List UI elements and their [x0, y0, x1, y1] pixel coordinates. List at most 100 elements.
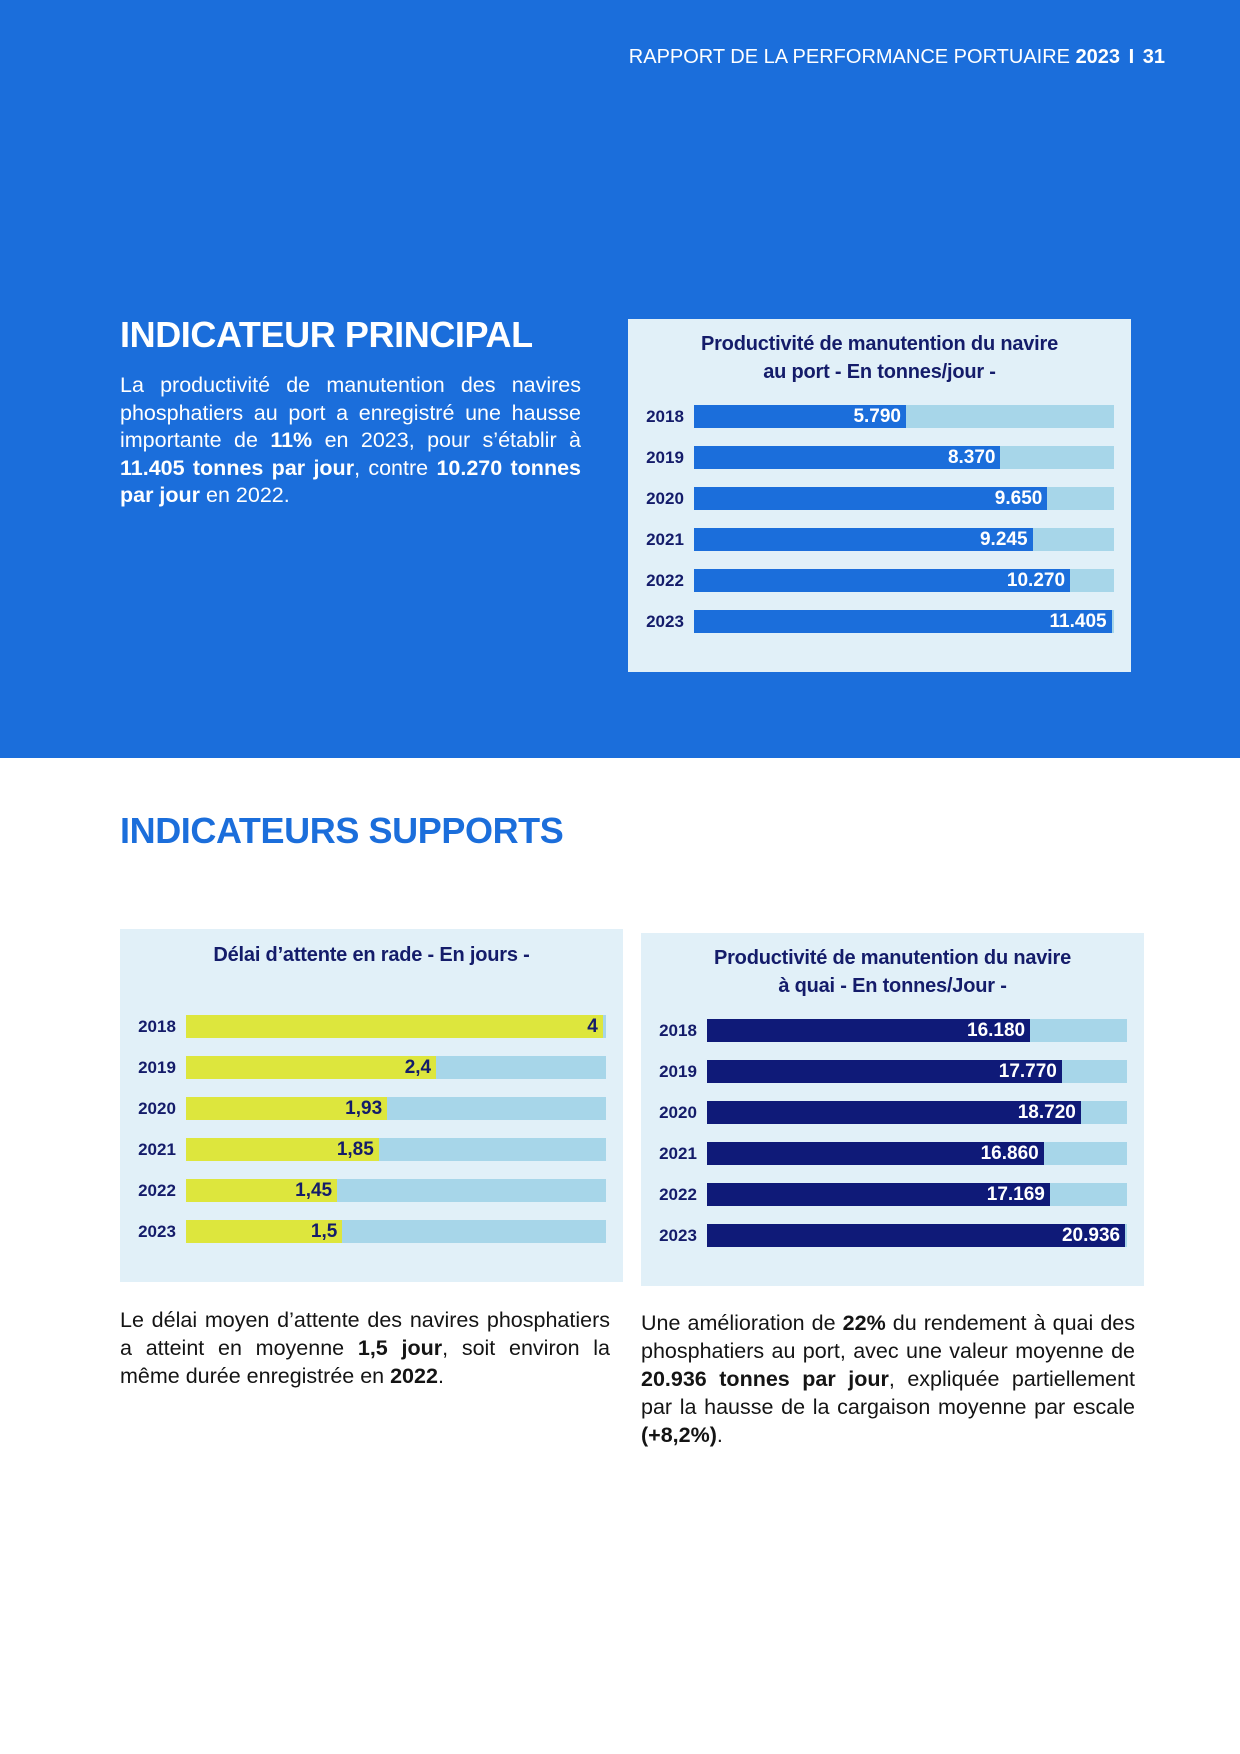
quay-productivity-chart: Productivité de manutention du navire à … — [641, 933, 1144, 1286]
text-run: , expliquée partiellement par la hausse … — [641, 1367, 1136, 1419]
chart-title-line: à quai - En tonnes/Jour - — [778, 975, 1007, 997]
bar-row: 2018 5.790 — [628, 405, 1131, 428]
year-label: 2021 — [138, 1140, 176, 1159]
bar-track: 9.650 — [694, 487, 1114, 510]
year-label: 2023 — [138, 1222, 176, 1241]
bar: 1,45 — [186, 1179, 338, 1202]
text-run-bold: 11.405 tonnes par jour — [120, 455, 355, 480]
text-run-bold: 22% — [842, 1311, 886, 1335]
bar-track: 17.169 — [707, 1183, 1127, 1206]
value-label: 16.860 — [980, 1143, 1039, 1164]
running-header: RAPPORT DE LA PERFORMANCE PORTUAIRE 2023… — [629, 45, 1165, 69]
value-label: 9.245 — [979, 529, 1028, 550]
bar-row: 2022 1,45 — [120, 1179, 623, 1202]
bar: 9.245 — [694, 528, 1033, 551]
value-label: 18.720 — [1017, 1102, 1076, 1123]
bar: 17.770 — [707, 1060, 1062, 1083]
year-label: 2020 — [659, 1103, 697, 1122]
chart-title: Délai d’attente en rade - En jours - — [120, 941, 623, 969]
bar: 5.790 — [694, 405, 906, 428]
text-run: , soit environ la même durée enregistrée… — [120, 1336, 611, 1388]
bar-row: 2021 1,85 — [120, 1138, 623, 1161]
year-label: 2021 — [659, 1144, 697, 1163]
bar: 11.405 — [694, 610, 1112, 633]
chart-title: Productivité de manutention du navire à … — [641, 944, 1144, 1000]
value-label: 1,5 — [310, 1221, 338, 1242]
value-label: 16.180 — [967, 1020, 1026, 1041]
main-indicator-paragraph: La productivité de manutention des navir… — [120, 372, 581, 510]
value-label: 9.650 — [994, 488, 1043, 509]
chart-bars: 2018 5.790 2019 8.370 2020 9.650 2021 9.245 2022… — [628, 405, 1131, 651]
bar-row: 2020 18.720 — [641, 1101, 1144, 1124]
text-run: en 2023, pour s’établir à — [312, 428, 581, 452]
bar-track: 11.405 — [694, 610, 1114, 633]
chart-bars: 2018 16.180 2019 17.770 2020 18.720 2021 16.860… — [641, 1019, 1144, 1265]
text-run-bold: (+8,2%) — [641, 1423, 717, 1447]
year-label: 2019 — [138, 1058, 176, 1077]
waiting-time-chart: Délai d’attente en rade - En jours - 201… — [120, 929, 623, 1282]
text-run: , contre — [354, 455, 437, 480]
chart-title-line: au port - En tonnes/jour - — [763, 361, 996, 383]
bar: 16.860 — [707, 1142, 1044, 1165]
bar-track: 1,85 — [186, 1138, 606, 1161]
port-productivity-chart: Productivité de manutention du navire au… — [628, 319, 1131, 672]
year-label: 2018 — [646, 407, 684, 426]
text-run: . — [716, 1423, 723, 1447]
text-run: . — [437, 1364, 444, 1388]
bar-track: 9.245 — [694, 528, 1114, 551]
year-label: 2021 — [646, 530, 684, 549]
bar: 1,85 — [186, 1138, 379, 1161]
chart-title-line: Productivité de manutention du navire — [700, 333, 1059, 355]
value-label: 2,4 — [404, 1057, 432, 1078]
bar-track: 4 — [186, 1015, 606, 1038]
value-label: 4 — [587, 1016, 598, 1037]
value-label: 1,85 — [336, 1139, 374, 1160]
bar-row: 2018 4 — [120, 1015, 623, 1038]
main-indicator-heading: INDICATEUR PRINCIPAL — [120, 314, 533, 355]
text-run: Une amélioration de — [641, 1311, 843, 1335]
bar: 10.270 — [694, 569, 1071, 592]
bar-track: 10.270 — [694, 569, 1114, 592]
value-label: 1,45 — [295, 1180, 333, 1201]
bar-row: 2020 1,93 — [120, 1097, 623, 1120]
value-label: 1,93 — [345, 1098, 383, 1119]
bar-track: 8.370 — [694, 446, 1114, 469]
year-label: 2020 — [138, 1099, 176, 1118]
year-label: 2023 — [646, 612, 684, 631]
bar: 9.650 — [694, 487, 1048, 510]
bar-track: 1,45 — [186, 1179, 606, 1202]
bar-track: 16.180 — [707, 1019, 1127, 1042]
bar: 2,4 — [186, 1056, 437, 1079]
year-label: 2020 — [646, 489, 684, 508]
bar: 20.936 — [707, 1224, 1126, 1247]
bar: 4 — [186, 1015, 603, 1038]
text-run-bold: 10.270 tonnes par jour — [120, 455, 581, 508]
bar-row: 2019 8.370 — [628, 446, 1131, 469]
year-label: 2018 — [659, 1021, 697, 1040]
bar: 8.370 — [694, 446, 1001, 469]
year-label: 2022 — [138, 1181, 176, 1200]
bar-track: 5.790 — [694, 405, 1114, 428]
bar-track: 20.936 — [707, 1224, 1127, 1247]
quay-productivity-paragraph: Une amélioration de 22% du rendement à q… — [641, 1309, 1135, 1449]
support-indicators-heading: INDICATEURS SUPPORTS — [120, 810, 564, 851]
bar-track: 16.860 — [707, 1142, 1127, 1165]
bar-row: 2023 11.405 — [628, 610, 1131, 633]
text-run: La productivité de manutention des navir… — [120, 373, 581, 452]
bar-row: 2023 1,5 — [120, 1220, 623, 1243]
bar-row: 2019 17.770 — [641, 1060, 1144, 1083]
bar: 16.180 — [707, 1019, 1031, 1042]
value-label: 5.790 — [853, 406, 901, 427]
page-number: 31 — [1142, 46, 1165, 68]
bar-track: 17.770 — [707, 1060, 1127, 1083]
bar: 1,93 — [186, 1097, 388, 1120]
report-title: RAPPORT DE LA PERFORMANCE PORTUAIRE — [628, 46, 1070, 68]
text-run: en 2022. — [200, 483, 290, 507]
value-label: 17.169 — [986, 1184, 1045, 1205]
chart-title: Productivité de manutention du navire au… — [628, 330, 1131, 386]
bar-row: 2021 9.245 — [628, 528, 1131, 551]
value-label: 17.770 — [998, 1061, 1057, 1082]
value-label: 8.370 — [947, 447, 996, 468]
report-year: 2023 — [1075, 46, 1121, 68]
bar-row: 2022 10.270 — [628, 569, 1131, 592]
